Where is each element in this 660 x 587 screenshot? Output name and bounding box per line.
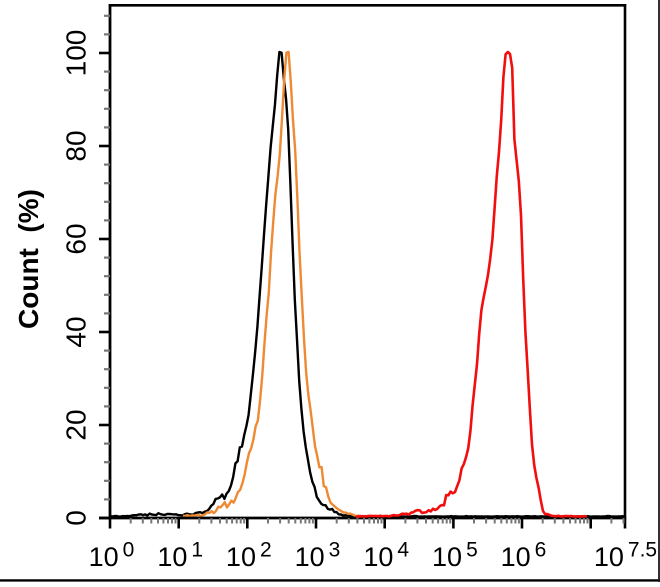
svg-text:40: 40: [61, 316, 92, 347]
svg-text:Count (%): Count (%): [13, 189, 44, 329]
svg-text:0: 0: [61, 510, 92, 526]
svg-text:80: 80: [61, 130, 92, 161]
svg-text:20: 20: [61, 409, 92, 440]
svg-text:106: 10 6: [501, 539, 547, 573]
svg-text:60: 60: [61, 223, 92, 254]
svg-text:100: 100: [61, 30, 92, 77]
